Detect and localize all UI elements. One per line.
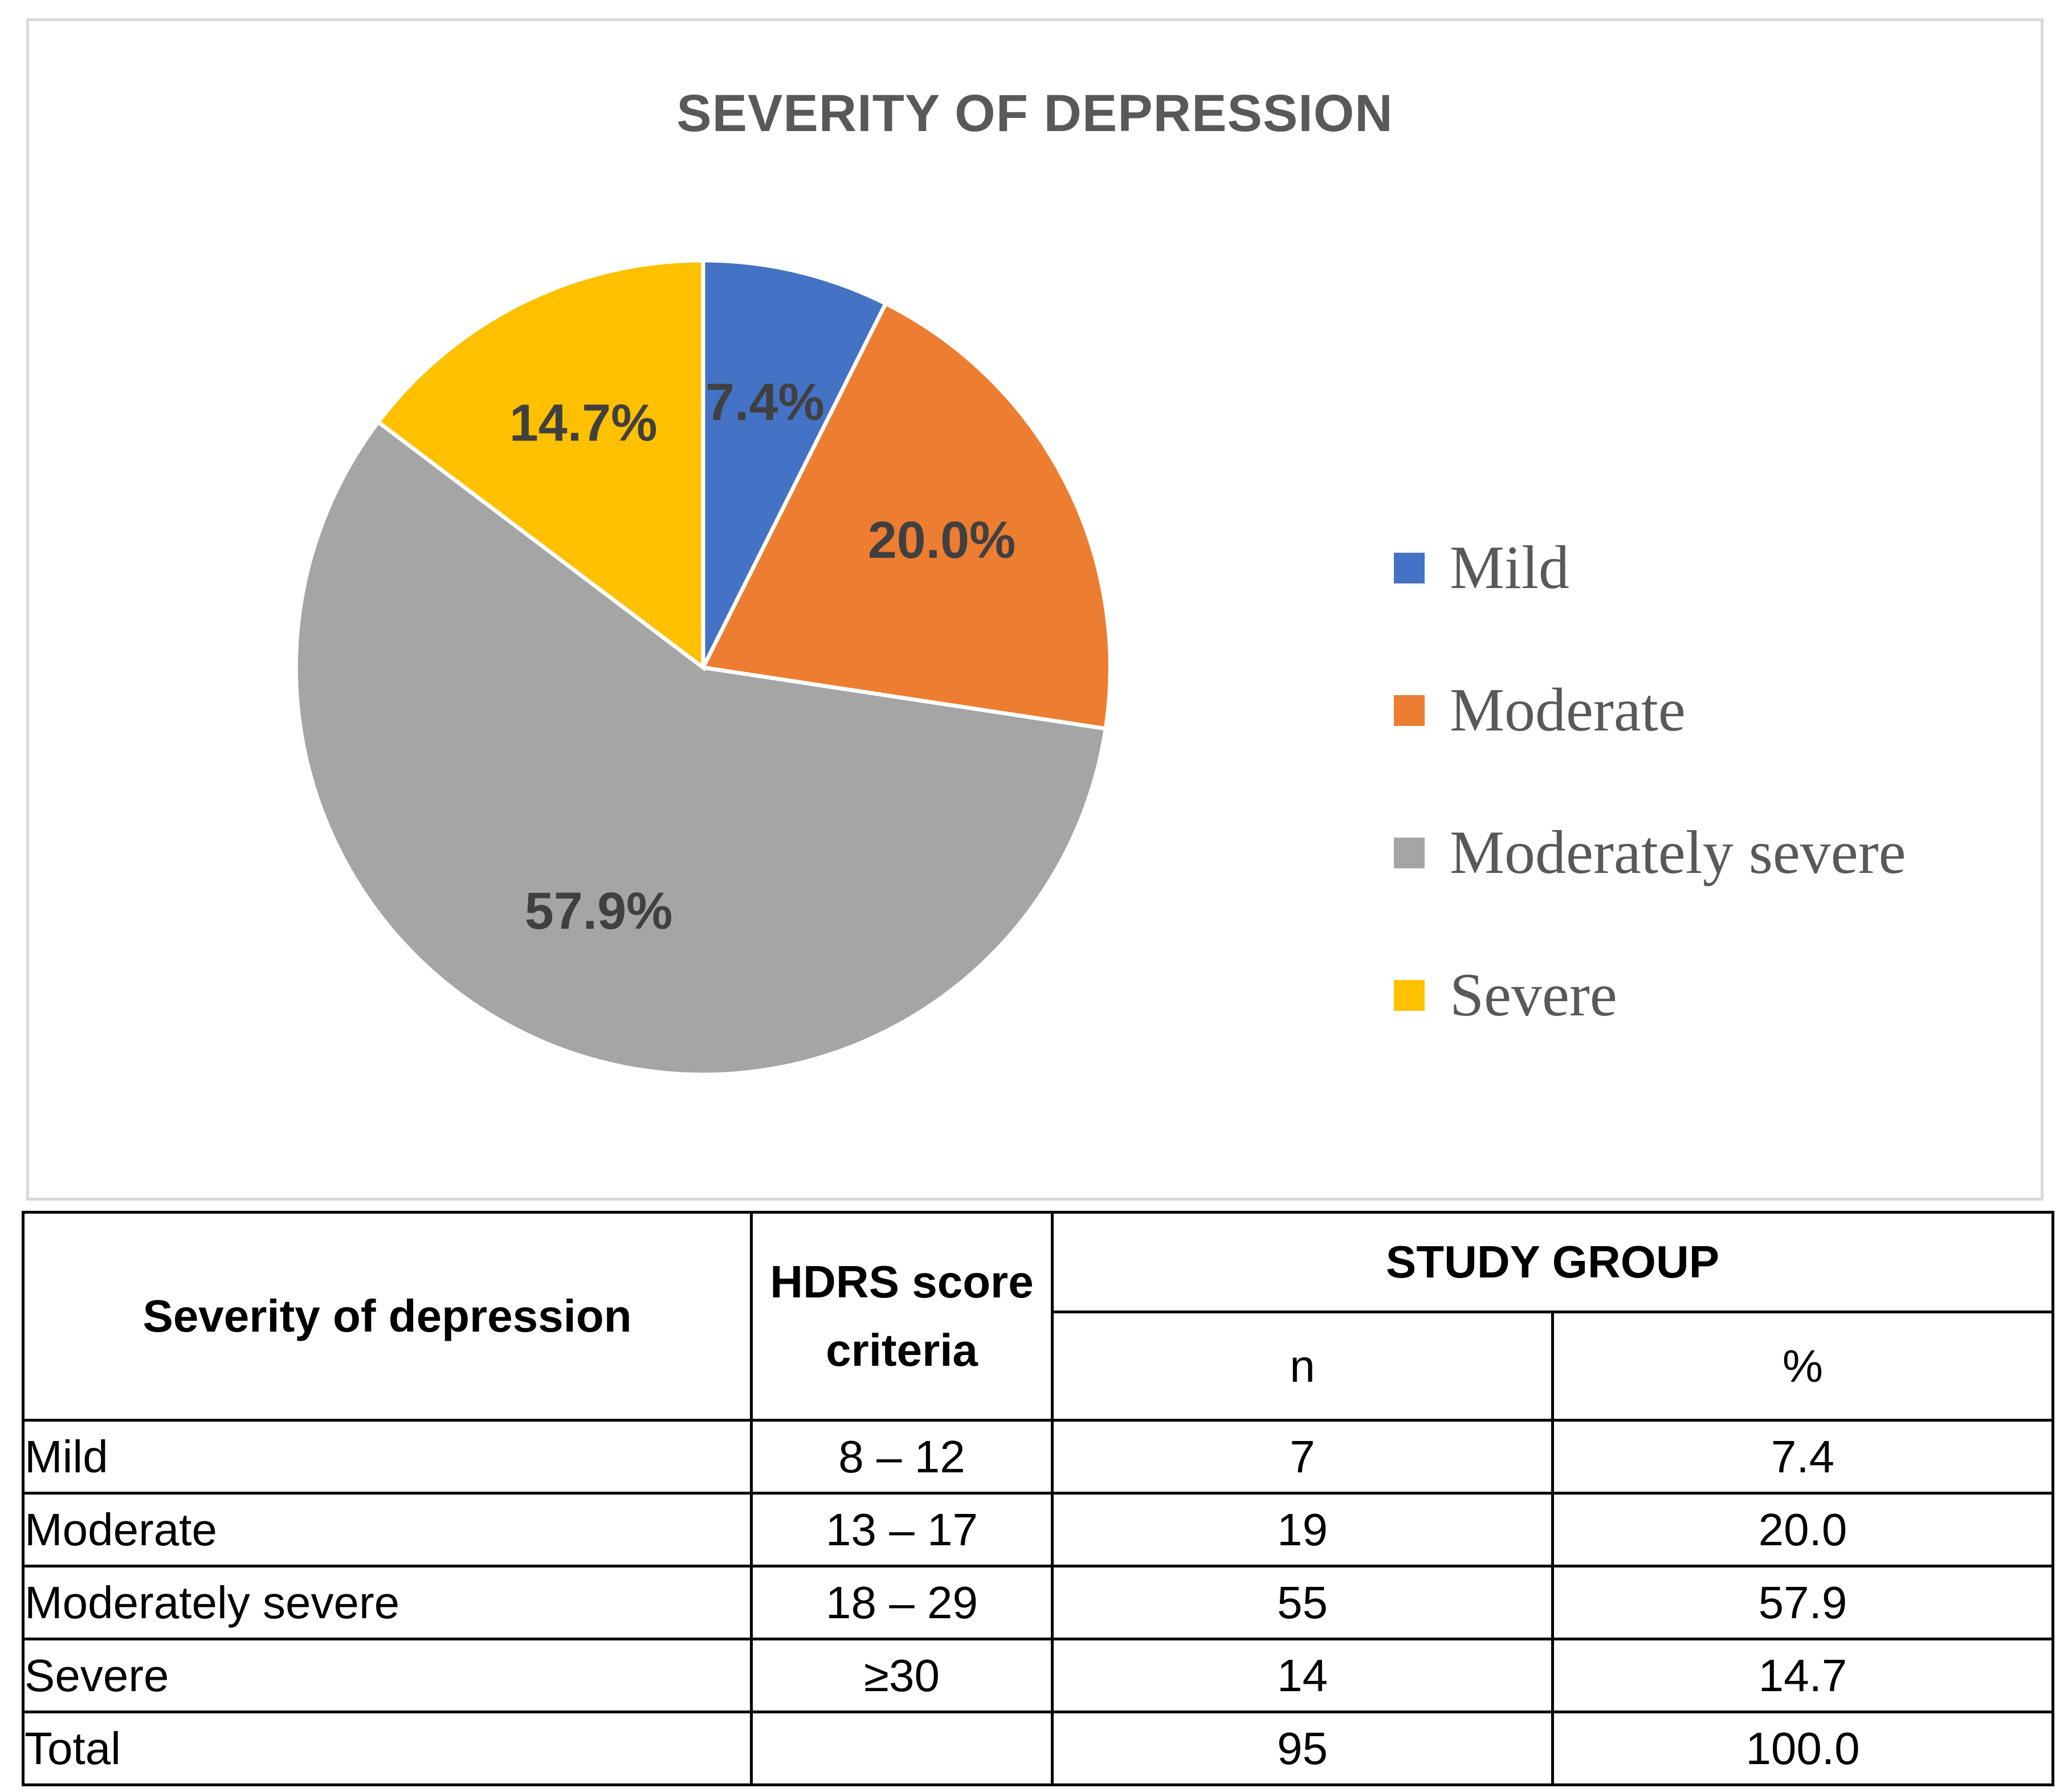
cell-severity: Moderate [22, 1492, 753, 1568]
cell-percent: 100.0 [1551, 1711, 2054, 1786]
header-study-group: STUDY GROUP [1051, 1211, 2054, 1313]
legend-item-moderate: Moderate [1394, 676, 1906, 745]
pie-slice-mild [701, 258, 888, 669]
table-row: Mild 8 – 12 7 7.4 [22, 1419, 2054, 1495]
chart-title: SEVERITY OF DEPRESSION [676, 84, 1393, 142]
severity-table: Severity of depression HDRS score criter… [22, 1211, 2054, 1786]
pie-slice-severe [375, 258, 705, 672]
legend-swatch [1394, 695, 1425, 726]
legend-item-severe: Severe [1394, 961, 1906, 1030]
table-row-total: Total 95 100.0 [22, 1711, 2054, 1786]
data-label-severe: 14.7% [509, 394, 658, 452]
table-row: Moderately severe 18 – 29 55 57.9 [22, 1565, 2054, 1640]
cell-severity: Moderately severe [22, 1565, 753, 1640]
legend-item-moderately-severe: Moderately severe [1394, 819, 1906, 887]
legend-label: Moderate [1450, 676, 1686, 744]
cell-percent: 57.9 [1551, 1565, 2054, 1640]
table-header-row: Severity of depression HDRS score criter… [22, 1211, 2054, 1422]
data-label-moderate: 20.0% [868, 511, 1016, 569]
cell-n: 19 [1051, 1492, 1554, 1568]
legend-label: Moderately severe [1450, 819, 1906, 887]
pie-slice-moderate [700, 301, 1112, 731]
legend-swatch [1394, 553, 1425, 583]
cell-hdrs: 13 – 17 [750, 1492, 1054, 1568]
chart-legend: Mild Moderate Moderately severe Severe [1394, 534, 1906, 1104]
data-label-moderately-severe: 57.9% [525, 882, 673, 940]
cell-n: 14 [1051, 1638, 1554, 1713]
pie-chart: 7.4% 20.0% 57.9% 14.7% [293, 258, 1112, 1077]
legend-label: Severe [1450, 961, 1617, 1029]
legend-swatch [1394, 980, 1425, 1011]
header-severity: Severity of depression [22, 1211, 753, 1422]
cell-severity: Severe [22, 1638, 753, 1713]
header-hdrs: HDRS score criteria [750, 1211, 1054, 1422]
cell-hdrs [750, 1711, 1054, 1786]
header-n: n [1051, 1311, 1554, 1422]
table-subheader-row: n % [23, 1311, 2054, 1422]
cell-n: 55 [1051, 1565, 1554, 1640]
cell-hdrs: ≥30 [750, 1638, 1054, 1713]
cell-severity: Mild [22, 1419, 753, 1495]
table-row: Moderate 13 – 17 19 20.0 [22, 1492, 2054, 1568]
cell-percent: 20.0 [1551, 1492, 2054, 1568]
chart-panel: 7.4% 20.0% 57.9% 14.7% SEVERITY OF DEPRESSI… [26, 18, 2044, 1201]
data-label-mild: 7.4% [705, 373, 825, 431]
header-percent: % [1551, 1311, 2054, 1422]
cell-hdrs: 8 – 12 [750, 1419, 1054, 1495]
cell-hdrs: 18 – 29 [750, 1565, 1054, 1640]
cell-severity: Total [22, 1711, 753, 1786]
cell-n: 7 [1051, 1419, 1554, 1495]
cell-percent: 7.4 [1551, 1419, 2054, 1495]
legend-item-mild: Mild [1394, 534, 1906, 602]
table-row: Severe ≥30 14 14.7 [22, 1638, 2054, 1713]
legend-swatch [1394, 838, 1425, 868]
cell-n: 95 [1051, 1711, 1554, 1786]
pie-slice-moderately-severe [293, 419, 1108, 1077]
cell-percent: 14.7 [1551, 1638, 2054, 1713]
legend-label: Mild [1450, 534, 1570, 602]
